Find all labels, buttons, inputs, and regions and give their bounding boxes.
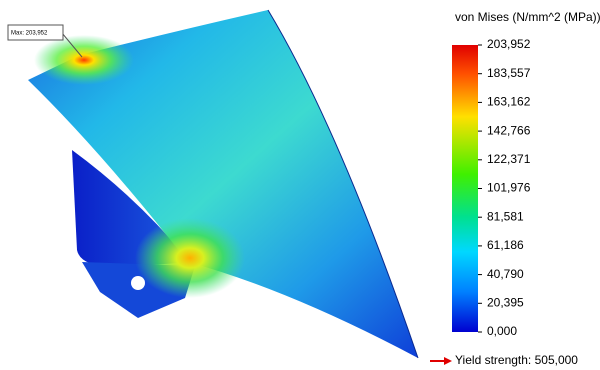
legend-tick-label: 81,581 [487,209,524,223]
yield-marker: Yield strength: 505,000 [430,353,578,367]
legend-tick-label: 203,952 [487,37,531,51]
legend-tick-label: 20,395 [487,295,524,309]
legend-tick-label: 122,371 [487,152,531,166]
color-bar [452,45,478,332]
legend-tick-label: 61,186 [487,238,524,252]
legend-title: von Mises (N/mm^2 (MPa)) [455,10,600,24]
legend-tick-label: 40,790 [487,267,524,281]
legend-tick-label: 0,000 [487,324,517,338]
legend-tick-label: 163,162 [487,95,531,109]
max-label: Max: 203,952 [11,31,48,37]
legend-tick-label: 101,976 [487,181,531,195]
model [28,10,418,358]
yield-label: Yield strength: 505,000 [455,353,578,367]
legend-tick-label: 183,557 [487,66,531,80]
stress-plot: Max: 203,952 von Mises (N/mm^2 (MPa)) 20… [0,0,600,370]
legend-tick-label: 142,766 [487,123,531,137]
legend-ticks: 203,952 183,557 163,162 142,766 122,371 101,9… [478,37,531,338]
